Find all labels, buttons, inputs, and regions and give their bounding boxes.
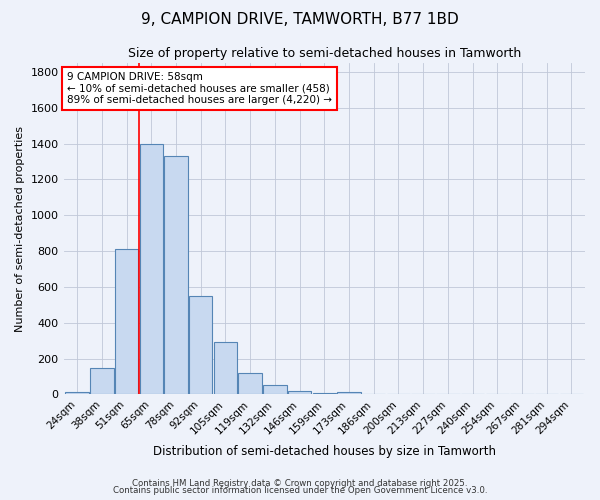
Bar: [337, 392, 361, 394]
Bar: [263, 385, 287, 394]
Bar: [214, 342, 237, 394]
Text: Contains public sector information licensed under the Open Government Licence v3: Contains public sector information licen…: [113, 486, 487, 495]
Bar: [90, 368, 113, 394]
Y-axis label: Number of semi-detached properties: Number of semi-detached properties: [15, 126, 25, 332]
X-axis label: Distribution of semi-detached houses by size in Tamworth: Distribution of semi-detached houses by …: [153, 444, 496, 458]
Bar: [189, 296, 212, 394]
Text: Contains HM Land Registry data © Crown copyright and database right 2025.: Contains HM Land Registry data © Crown c…: [132, 478, 468, 488]
Bar: [164, 156, 188, 394]
Bar: [140, 144, 163, 394]
Title: Size of property relative to semi-detached houses in Tamworth: Size of property relative to semi-detach…: [128, 48, 521, 60]
Text: 9 CAMPION DRIVE: 58sqm
← 10% of semi-detached houses are smaller (458)
89% of se: 9 CAMPION DRIVE: 58sqm ← 10% of semi-det…: [67, 72, 332, 105]
Text: 9, CAMPION DRIVE, TAMWORTH, B77 1BD: 9, CAMPION DRIVE, TAMWORTH, B77 1BD: [141, 12, 459, 28]
Bar: [238, 373, 262, 394]
Bar: [115, 250, 139, 394]
Bar: [313, 392, 336, 394]
Bar: [65, 392, 89, 394]
Bar: [288, 391, 311, 394]
